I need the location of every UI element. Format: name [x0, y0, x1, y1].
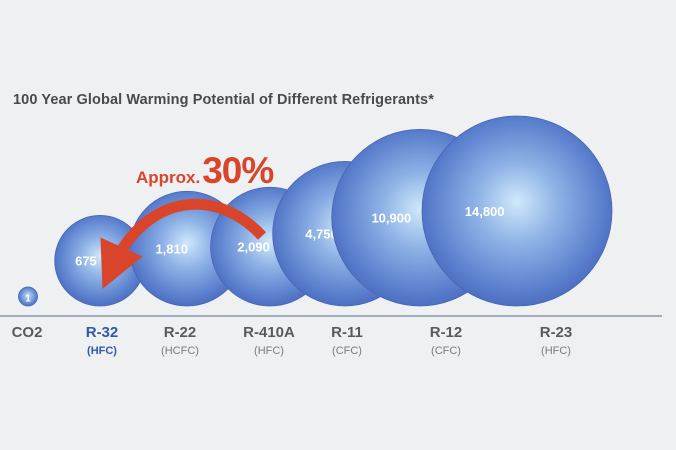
- tick-label-co2: CO2: [12, 324, 43, 341]
- tick-label-r-12: R-12: [430, 324, 463, 341]
- chart-title: 100 Year Global Warming Potential of Dif…: [13, 92, 434, 108]
- tick-label-r-410a: R-410A: [243, 324, 295, 341]
- bubble-group: 1 675 1,810 2,090 4,750 10,900 14,800: [18, 115, 613, 307]
- data-label-r-12: 10,900: [371, 211, 411, 226]
- data-label-r-22: 1,810: [155, 242, 188, 257]
- tick-label-r-11: R-11: [331, 324, 363, 341]
- category-label-r-32: (HFC): [87, 345, 117, 357]
- category-label-r-23: (HFC): [541, 345, 571, 357]
- category-label-r-12: (CFC): [431, 345, 461, 357]
- data-label-r-11: 4,750: [305, 227, 338, 242]
- reduction-arrow: [100, 198, 267, 290]
- reduction-prefix: Approx.: [136, 168, 201, 187]
- data-label-r-410a: 2,090: [237, 240, 270, 255]
- tick-label-r-23: R-23: [540, 324, 573, 341]
- data-label-r-23: 14,800: [465, 204, 505, 219]
- bubble-r-23: [421, 115, 613, 307]
- category-label-r-22: (HCFC): [161, 345, 199, 357]
- category-label-r-11: (CFC): [332, 345, 362, 357]
- tick-label-r-32: R-32: [86, 324, 119, 341]
- data-label-r-32: 675: [75, 254, 97, 269]
- category-label-r-410a: (HFC): [254, 345, 284, 357]
- data-label-co2: 1: [25, 294, 31, 305]
- reduction-value: 30%: [202, 150, 274, 191]
- tick-label-r-22: R-22: [164, 324, 197, 341]
- label-group: CO2 R-32 (HFC) R-22 (HCFC) R-410A (HFC) R-11 (CF…: [12, 324, 573, 357]
- reduction-annotation: Approx.30%: [136, 150, 274, 192]
- bubble-co2: [18, 286, 38, 307]
